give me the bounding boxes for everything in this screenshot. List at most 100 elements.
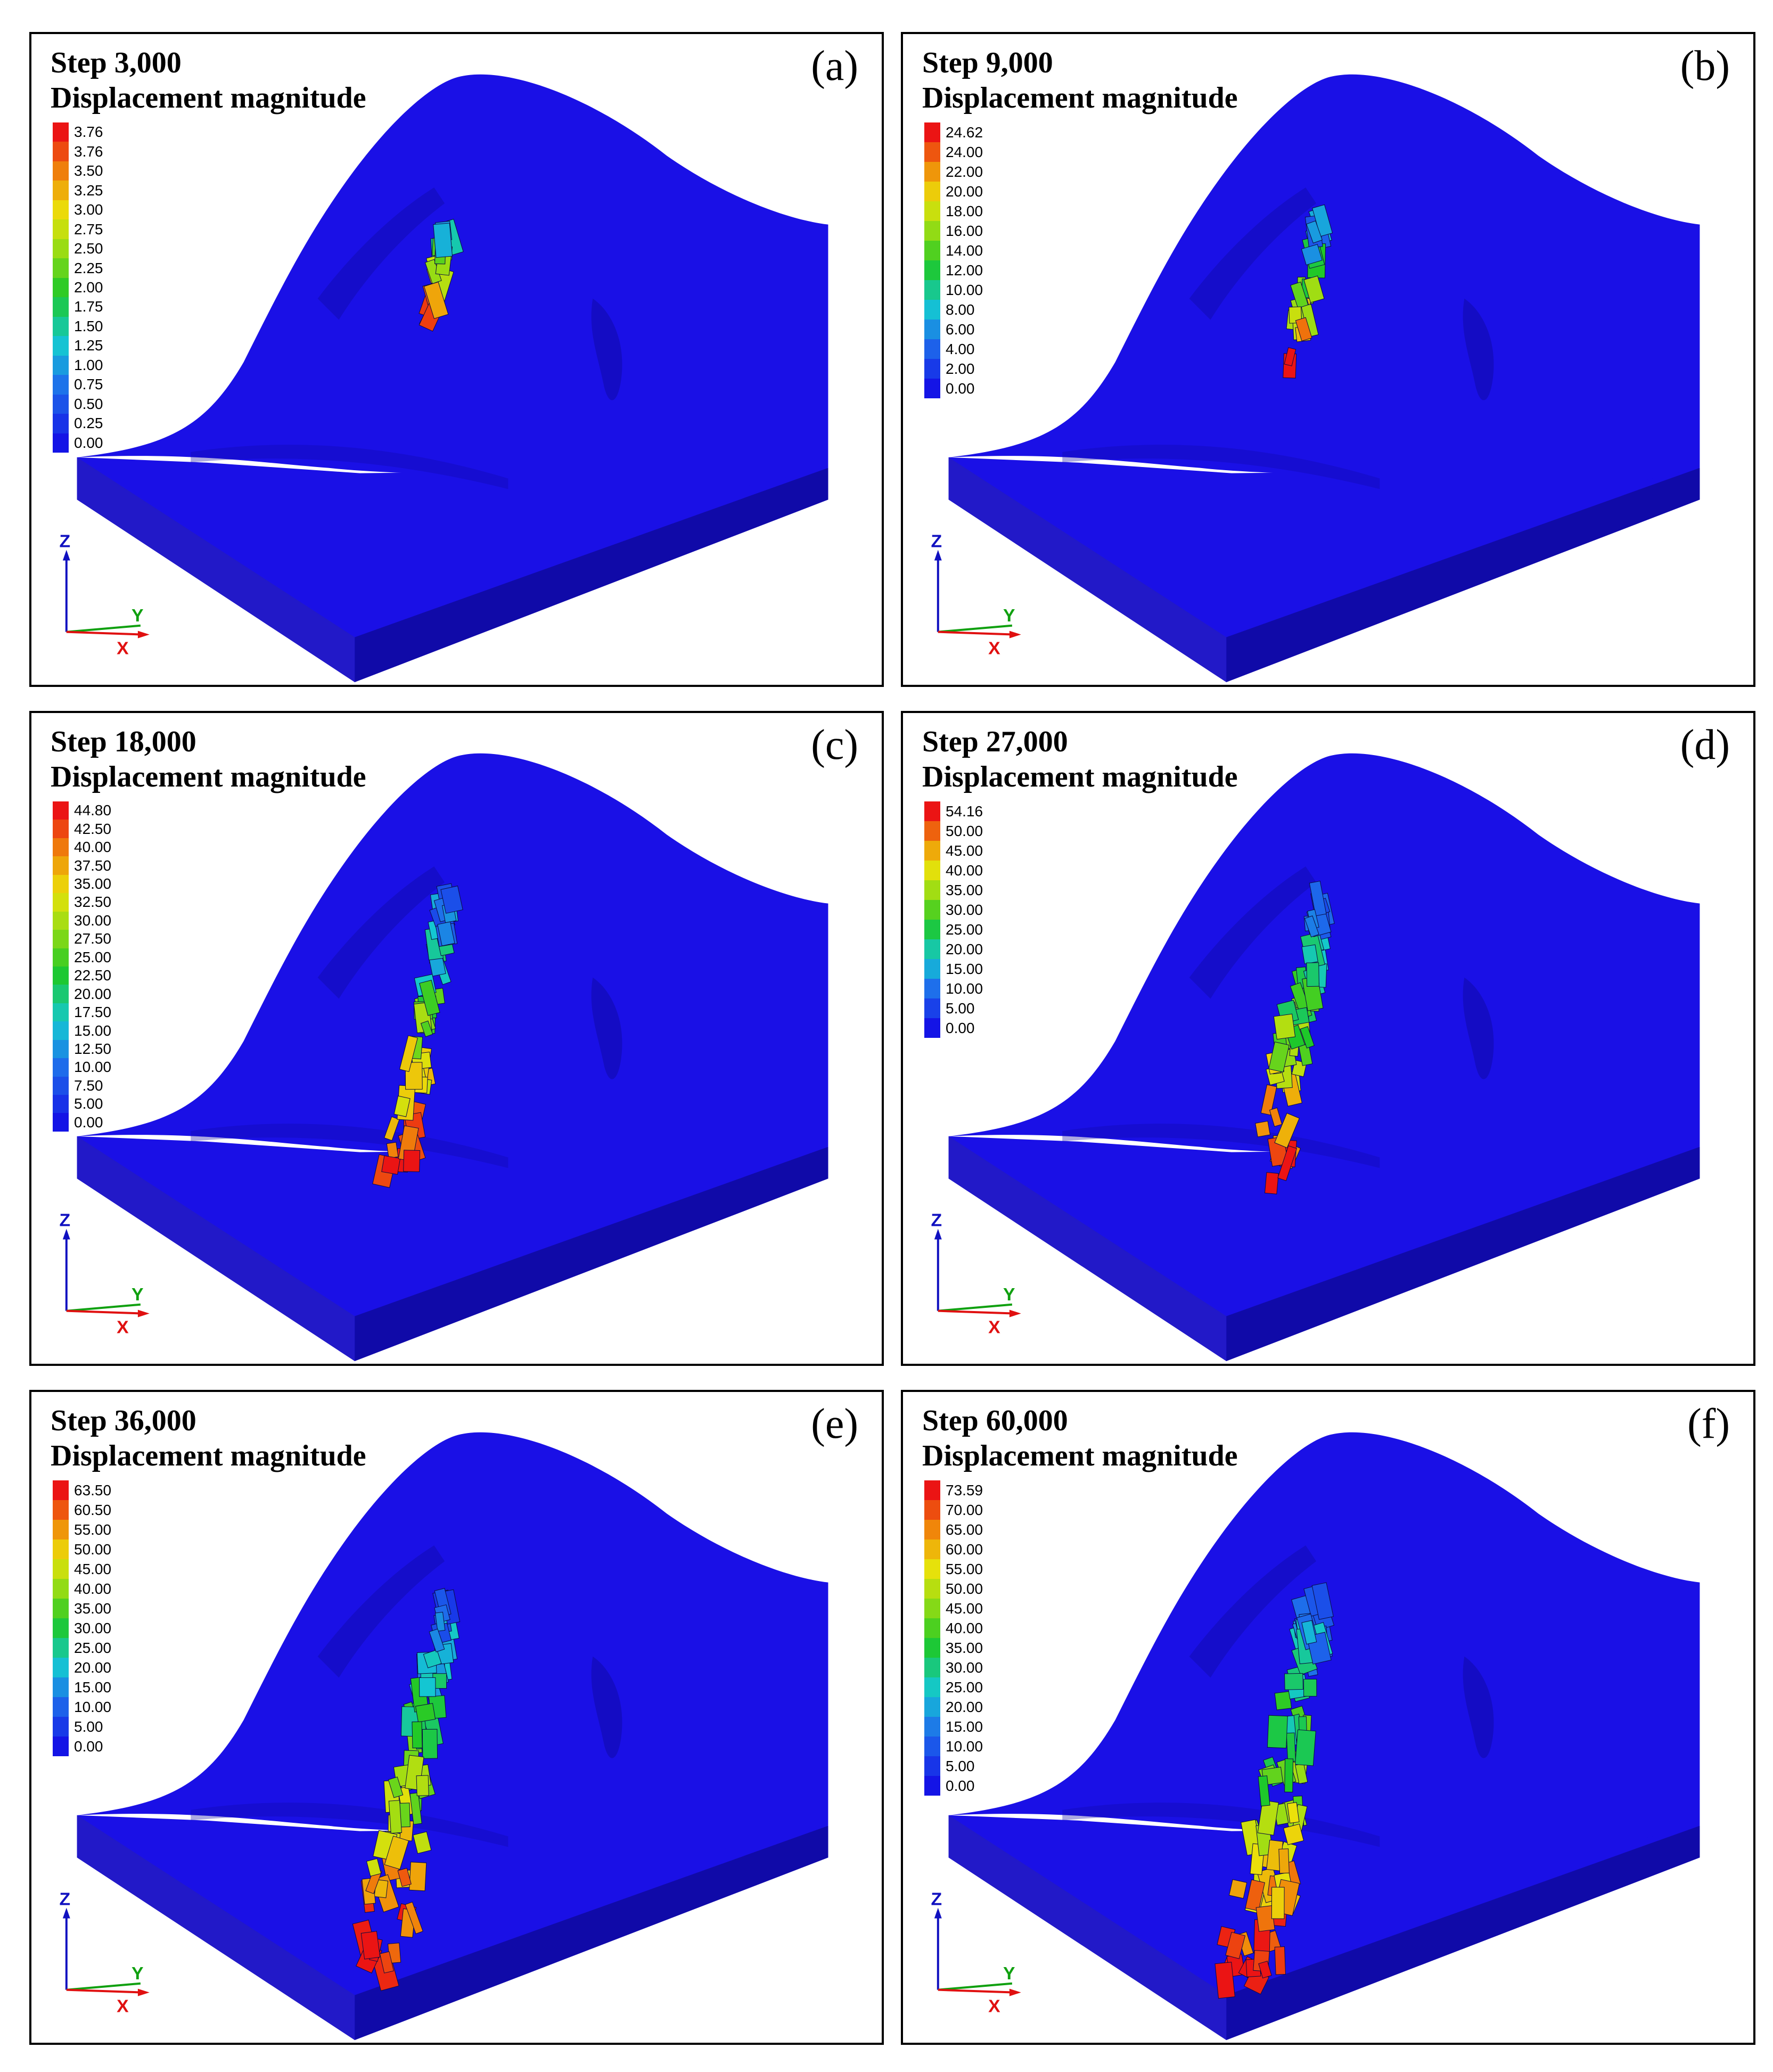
legend-color-swatch [53,122,69,142]
sliding-block [1267,1715,1288,1749]
legend-color-swatch [924,821,940,841]
y-axis-label: Y [132,605,144,626]
sliding-block [1311,1582,1334,1620]
sliding-block [413,1831,432,1854]
terrain-base-front-face [77,457,355,683]
legend-value-label: 1.00 [74,356,103,373]
x-axis-label: X [117,1996,129,2016]
legend-color-swatch [924,162,940,182]
legend-value-label: 0.75 [74,376,103,393]
legend-value-label: 40.00 [74,1580,112,1597]
legend-value-label: 0.00 [74,434,103,451]
legend-value-label: 22.00 [946,163,983,180]
legend-color-swatch [924,1737,940,1756]
legend-value-label: 1.75 [74,298,103,315]
legend-title: Displacement magnitude [922,1439,1238,1472]
sliding-block [1284,1673,1303,1690]
sliding-block [384,1836,409,1870]
y-axis-label: Y [1003,605,1015,626]
terrain-base-side-face [355,468,828,683]
legend-color-bar [924,1480,940,1796]
step-label: Step 3,000 [51,46,182,79]
legend-color-swatch [53,375,69,395]
z-axis-arrow [62,550,70,561]
y-axis-line [66,1303,141,1312]
z-axis-arrow [62,1229,70,1240]
panel-letter: (f) [1687,1401,1730,1447]
sliding-block [360,1931,381,1960]
panel-d: Z Y X Step 27,000 Displacement magnitude (d) 5… [901,711,1755,1366]
sliding-block [1257,1799,1279,1836]
legend-color-swatch [53,1737,69,1756]
panel-e: Z Y X Step 36,000 Displacement magnitude (e) 6… [29,1390,884,2045]
legend-color-swatch [924,801,940,821]
legend-color-swatch [53,874,69,894]
sliding-block [422,1729,438,1759]
sliding-block-cluster [352,1588,461,1991]
legend-color-swatch [924,379,940,398]
legend-color-swatch [53,1579,69,1599]
legend-color-swatch [53,1021,69,1040]
terrain-base-front-face [77,1815,355,2041]
legend-value-label: 40.00 [74,839,112,856]
legend-color-swatch [924,1697,940,1717]
legend-title: Displacement magnitude [922,81,1238,114]
sliding-block [1284,1758,1294,1792]
legend-value-label: 50.00 [946,822,983,839]
legend-color-swatch [53,181,69,200]
z-axis-label: Z [931,1210,942,1231]
legend-color-swatch [924,1018,940,1038]
legend-value-label: 3.25 [74,182,103,199]
sliding-block [433,223,453,258]
sliding-block [1304,915,1319,938]
legend-value-label: 3.76 [74,124,103,141]
legend-color-swatch [924,880,940,900]
sliding-block [1214,1962,1235,1999]
legend-color-swatch [53,258,69,278]
sliding-block [1258,1775,1270,1807]
sliding-block [1286,1732,1296,1762]
legend-value-label: 55.00 [74,1521,112,1538]
z-axis-label: Z [59,1889,70,1910]
legend-color-swatch [53,1658,69,1677]
legend-value-label: 0.00 [946,380,975,397]
legend-value-label: 30.00 [74,1619,112,1636]
legend-color-swatch [53,1559,69,1579]
sliding-block-cluster [418,218,464,332]
legend-value-label: 12.00 [946,261,983,279]
sliding-block [1301,1620,1317,1645]
legend-value-label: 0.00 [74,1113,103,1131]
legend-color-swatch [53,239,69,259]
sliding-block [399,1035,418,1072]
legend-value-label: 3.76 [74,143,103,160]
x-axis-label: X [988,1317,1000,1337]
legend-color-swatch [924,1677,940,1697]
legend-color-swatch [53,1618,69,1638]
legend-value-label: 16.00 [946,222,983,239]
legend-color-swatch [924,1520,940,1539]
sliding-block [1288,306,1302,324]
sliding-block [1228,1879,1247,1899]
legend-color-swatch [53,1003,69,1022]
sliding-block [419,1677,436,1697]
legend-value-label: 25.00 [74,1639,112,1656]
sliding-block-cluster [372,883,463,1188]
sliding-block [386,1142,399,1159]
sliding-block [379,1951,394,1973]
legend-value-label: 30.00 [946,1659,983,1676]
x-axis-line [66,1309,143,1315]
sliding-block [412,1721,423,1749]
x-axis-arrow [1009,630,1021,638]
legend-color-bar [924,122,940,398]
sliding-block [415,1703,436,1723]
sliding-block [1245,1879,1266,1912]
legend-color-swatch [924,1658,940,1677]
sliding-block [1312,204,1333,237]
legend-color-bar [53,801,69,1132]
x-axis-label: X [117,1317,129,1337]
legend-value-label: 7.50 [74,1077,103,1094]
panel-letter: (a) [811,43,858,89]
legend-value-label: 45.00 [946,842,983,859]
legend-value-label: 0.25 [74,415,103,432]
legend-value-label: 5.00 [946,1757,975,1774]
